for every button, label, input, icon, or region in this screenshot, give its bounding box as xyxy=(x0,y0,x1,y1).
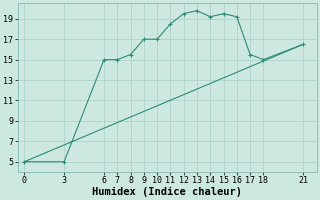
X-axis label: Humidex (Indice chaleur): Humidex (Indice chaleur) xyxy=(92,186,242,197)
